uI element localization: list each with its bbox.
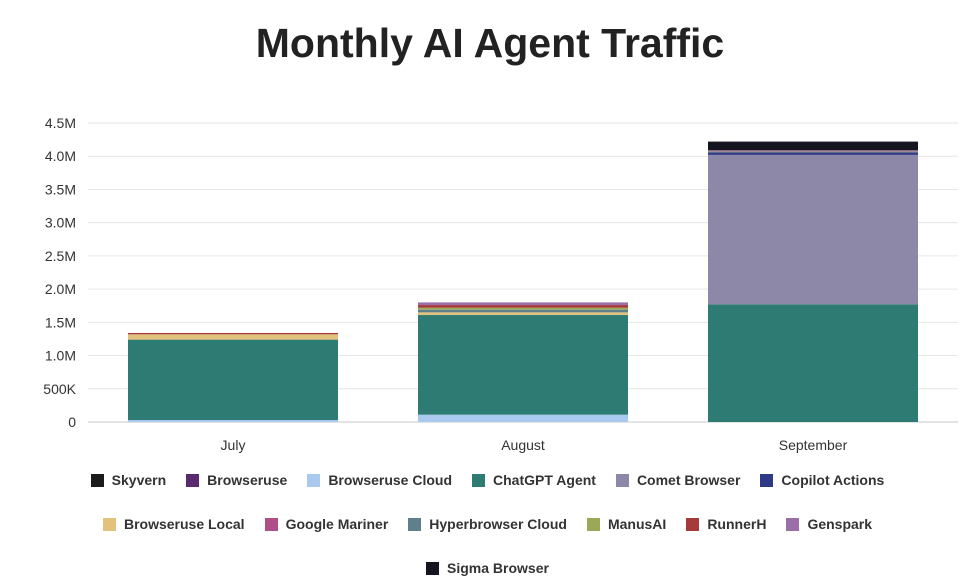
chart-legend: Skyvern Browseruse Browseruse Cloud ChatGPT… [20,472,955,576]
legend-label: Google Mariner [285,516,389,532]
y-tick-label: 4.0M [45,148,76,164]
bar-segment [708,152,918,155]
legend-swatch [408,517,422,531]
bar-segment [128,334,338,340]
y-tick-label: 2.5M [45,248,76,264]
legend-item[interactable]: Genspark [786,516,872,532]
legend-swatch [586,517,600,531]
x-tick-label: July [221,437,246,453]
legend-item[interactable]: Sigma Browser [426,560,549,576]
bar-segment [708,151,918,153]
y-tick-label: 0 [68,414,76,430]
legend-swatch [786,517,800,531]
legend-item[interactable]: Google Mariner [264,516,389,532]
legend-item[interactable]: Hyperbrowser Cloud [408,516,567,532]
y-tick-label: 4.5M [45,115,76,131]
legend-swatch [686,517,700,531]
legend-swatch [426,561,440,575]
legend-label: Skyvern [111,472,167,488]
y-tick-label: 1.0M [45,348,76,364]
bar-segment [708,154,918,305]
legend-swatch [90,473,104,487]
stacked-bar-chart: 0 500K 1.0M 1.5M 2.0M 2.5M 3.0M 3.5M 4.0M 4.5M Jul… [43,115,958,453]
legend-item[interactable]: Browseruse Local [102,516,245,532]
bar-segment [128,332,338,335]
x-tick-label: August [501,437,545,453]
bar-segment [418,305,628,308]
bar-segment [418,302,628,306]
legend-label: Browseruse Local [123,516,245,532]
legend-item[interactable]: Skyvern [90,472,167,488]
legend-item[interactable]: Comet Browser [615,472,741,488]
legend-item[interactable]: Browseruse [186,472,287,488]
bar-segment [708,304,918,422]
legend-label: ChatGPT Agent [493,472,596,488]
legend-swatch [307,473,321,487]
bar-segment [418,312,628,316]
bar-segment [128,420,338,422]
bar-segment [418,414,628,422]
legend-label: Hyperbrowser Cloud [429,516,567,532]
legend-item[interactable]: ManusAI [586,516,667,532]
y-tick-label: 3.0M [45,215,76,231]
legend-swatch [472,473,486,487]
legend-label: Genspark [807,516,873,532]
bar-segment [128,339,338,421]
bar-segment [418,309,628,313]
legend-label: Sigma Browser [447,560,549,576]
bar-segment [708,150,918,152]
legend-swatch [264,517,278,531]
bar-segment [418,307,628,310]
legend-item[interactable]: ChatGPT Agent [472,472,596,488]
bar-segment [418,315,628,415]
legend-label: Copilot Actions [781,472,885,488]
legend-label: Comet Browser [636,472,741,488]
legend-item[interactable]: Copilot Actions [760,472,884,488]
y-tick-label: 1.5M [45,314,76,330]
legend-swatch [760,473,774,487]
legend-item[interactable]: Browseruse Cloud [307,472,452,488]
legend-label: RunnerH [707,516,767,532]
y-tick-label: 3.5M [45,181,76,197]
y-tick-label: 2.0M [45,281,76,297]
legend-label: ManusAI [607,516,667,532]
legend-swatch [186,473,200,487]
bar-segment [708,141,918,151]
x-tick-label: September [779,437,848,453]
legend-label: Browseruse Cloud [328,472,453,488]
chart-title: Monthly AI Agent Traffic [255,20,725,66]
y-tick-label: 500K [43,381,76,397]
legend-item[interactable]: RunnerH [686,516,766,532]
legend-label: Browseruse [207,472,288,488]
legend-swatch [102,517,116,531]
legend-swatch [615,473,629,487]
